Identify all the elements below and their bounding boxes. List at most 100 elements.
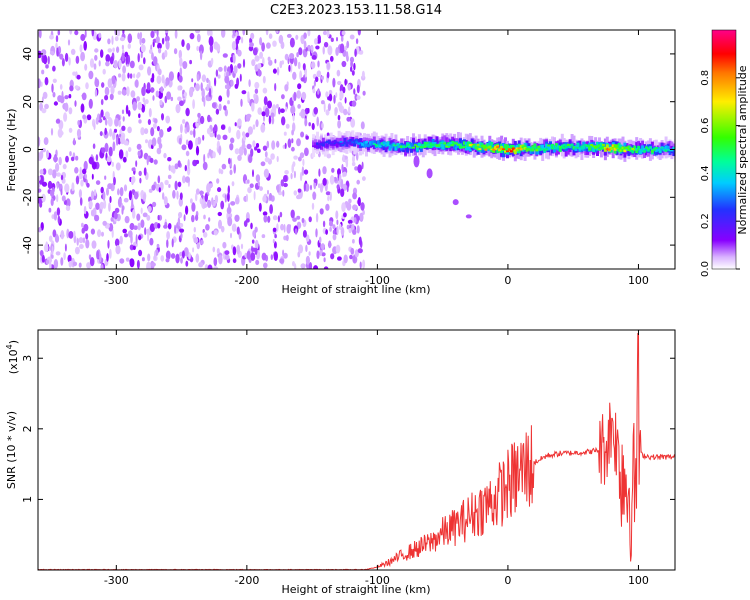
signal-cell [641,150,645,153]
noise-speckle [182,89,185,95]
noise-speckle [165,258,170,263]
signal-cell [410,147,413,149]
signal-cell [562,143,566,146]
noise-speckle [305,234,310,242]
signal-cell [490,148,494,153]
bottom-y-tick-label: 3 [21,355,34,362]
noise-speckle [362,176,366,182]
bottom-x-tick-label: -300 [104,574,129,587]
noise-speckle [155,90,160,98]
noise-speckle [113,128,118,133]
noise-speckle [40,250,44,257]
noise-speckle [292,161,296,167]
noise-speckle [347,84,351,91]
noise-speckle [223,105,227,111]
noise-speckle [85,233,89,240]
noise-speckle [310,184,312,191]
noise-speckle [182,119,186,124]
signal-cell [594,145,598,149]
signal-cell [476,143,480,146]
noise-speckle [209,30,213,38]
signal-cell [363,142,366,148]
noise-speckle [152,95,155,101]
signal-cell [486,143,490,148]
signal-cell [314,142,318,147]
signal-cell [664,145,668,151]
noise-speckle [147,205,152,213]
noise-speckle [264,107,270,118]
signal-cell [603,148,607,150]
noise-speckle [171,238,174,248]
signal-cell [549,144,552,149]
noise-speckle [104,111,110,119]
noise-speckle [83,160,88,171]
noise-speckle [156,147,162,155]
noise-speckle [353,254,356,264]
signal-cell [451,140,455,145]
noise-speckle [241,36,244,44]
signal-cell [609,141,613,150]
signal-cell [404,144,408,148]
noise-speckle [201,88,205,99]
noise-speckle [234,148,240,155]
noise-speckle [50,128,54,136]
noise-speckle [86,262,92,269]
noise-speckle [98,60,101,67]
noise-speckle [335,47,339,56]
noise-speckle [79,166,82,175]
bottom-y-axis-label: SNR (10 * v/v) [5,411,18,489]
signal-cell [443,142,447,151]
noise-speckle [262,195,267,203]
noise-speckle [260,161,266,167]
noise-speckle [253,93,257,99]
noise-speckle [227,100,230,105]
noise-speckle [104,127,107,136]
noise-speckle [254,88,259,94]
noise-speckle [89,58,95,68]
noise-speckle [178,197,183,207]
noise-speckle [68,94,72,99]
signal-cell [496,146,500,148]
noise-speckle [191,202,196,212]
noise-speckle [48,235,53,242]
noise-speckle [341,164,344,172]
signal-cell [627,146,631,156]
noise-speckle [61,195,66,202]
noise-speckle [300,131,305,138]
noise-speckle [221,163,227,170]
noise-speckle [289,63,293,73]
noise-speckle [166,231,171,240]
noise-speckle [285,106,288,112]
noise-speckle [115,162,121,171]
noise-speckle [356,179,361,185]
noise-speckle [157,175,161,184]
noise-speckle [123,197,129,203]
noise-speckle [263,96,268,106]
signal-cell [400,145,404,148]
noise-speckle [251,239,255,244]
noise-speckle [151,52,154,61]
noise-speckle [304,183,310,192]
noise-speckle [230,232,232,239]
noise-speckle [283,252,288,259]
signal-cell [408,145,412,148]
noise-speckle [261,42,265,52]
noise-speckle [57,215,61,224]
signal-cell [372,142,376,145]
noise-speckle [328,89,333,95]
noise-speckle [263,114,265,122]
noise-speckle [218,254,223,265]
noise-speckle [207,264,213,269]
noise-speckle [167,223,172,230]
noise-speckle [195,214,199,221]
noise-speckle [107,239,110,249]
noise-speckle [267,189,269,195]
top-y-tick-label: -40 [21,236,34,254]
noise-speckle [75,55,80,64]
noise-speckle [122,30,125,34]
noise-speckle [52,65,56,72]
noise-speckle [246,113,252,119]
noise-speckle [134,79,139,88]
noise-speckle [260,123,266,133]
noise-speckle [336,69,341,77]
